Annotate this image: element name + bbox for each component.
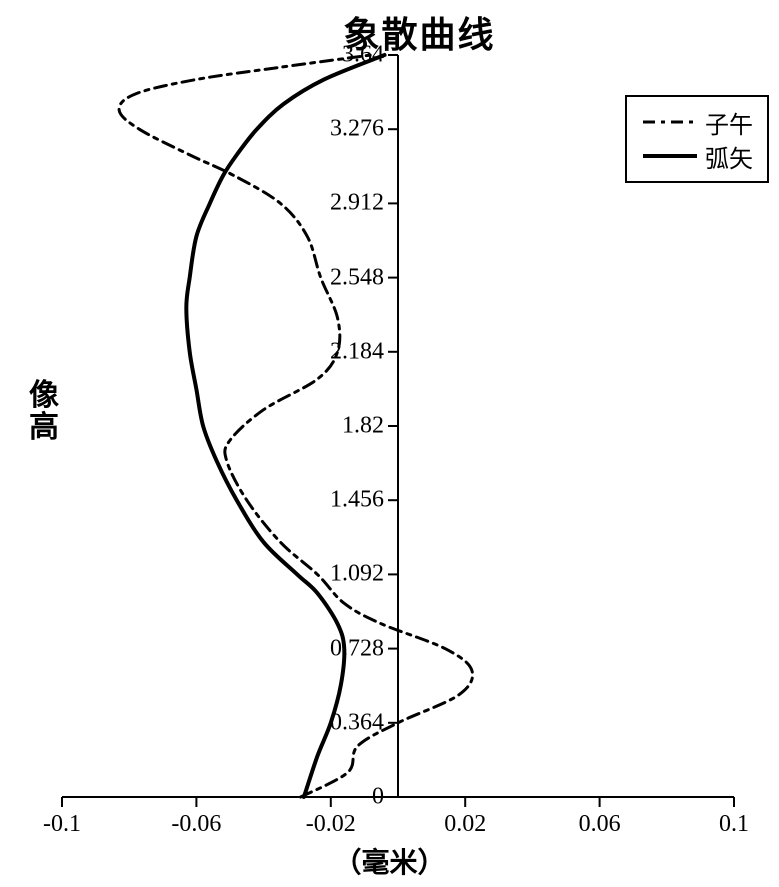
legend-item-meridional: 子午 — [641, 105, 753, 139]
y-tick-label: 0.364 — [330, 709, 384, 736]
x-axis-label: （毫米） — [0, 841, 779, 881]
x-tick-label: 0.02 — [444, 811, 486, 838]
legend-label: 弧矢 — [705, 139, 753, 174]
x-tick-label: -0.02 — [306, 811, 356, 838]
y-axis-label: 像 高 — [28, 380, 60, 443]
chart-canvas: 象散曲线 像 高 -0.1 -0.06 -0.02 0.02 0.06 0.1 0 0.36… — [0, 0, 779, 887]
y-tick-label: 1.456 — [330, 487, 384, 514]
y-tick-label: 3.64 — [342, 42, 384, 69]
x-tick-label: -0.1 — [43, 811, 81, 838]
y-tick-label: 0.728 — [330, 635, 384, 662]
x-tick-label: 0.06 — [579, 811, 621, 838]
y-tick-label: 2.184 — [330, 338, 384, 365]
y-tick-label: 2.548 — [330, 264, 384, 291]
y-axis-label-char2: 高 — [29, 411, 59, 444]
x-tick-label: -0.06 — [171, 811, 221, 838]
y-tick-label: 1.092 — [330, 561, 384, 588]
y-tick-label: 3.276 — [330, 116, 384, 143]
legend: 子午弧矢 — [625, 95, 769, 183]
x-tick-label: 0.1 — [719, 811, 749, 838]
y-axis-label-char1: 像 — [29, 379, 59, 412]
legend-line-sample — [641, 142, 699, 170]
legend-item-sagittal: 弧矢 — [641, 139, 753, 173]
legend-label: 子午 — [705, 105, 753, 140]
chart-title: 象散曲线 — [30, 6, 779, 58]
y-tick-label: 0 — [372, 784, 384, 811]
legend-line-sample — [641, 108, 699, 136]
y-tick-label: 2.912 — [330, 190, 384, 217]
series-meridional — [119, 55, 472, 797]
y-tick-label: 1.82 — [342, 413, 384, 440]
